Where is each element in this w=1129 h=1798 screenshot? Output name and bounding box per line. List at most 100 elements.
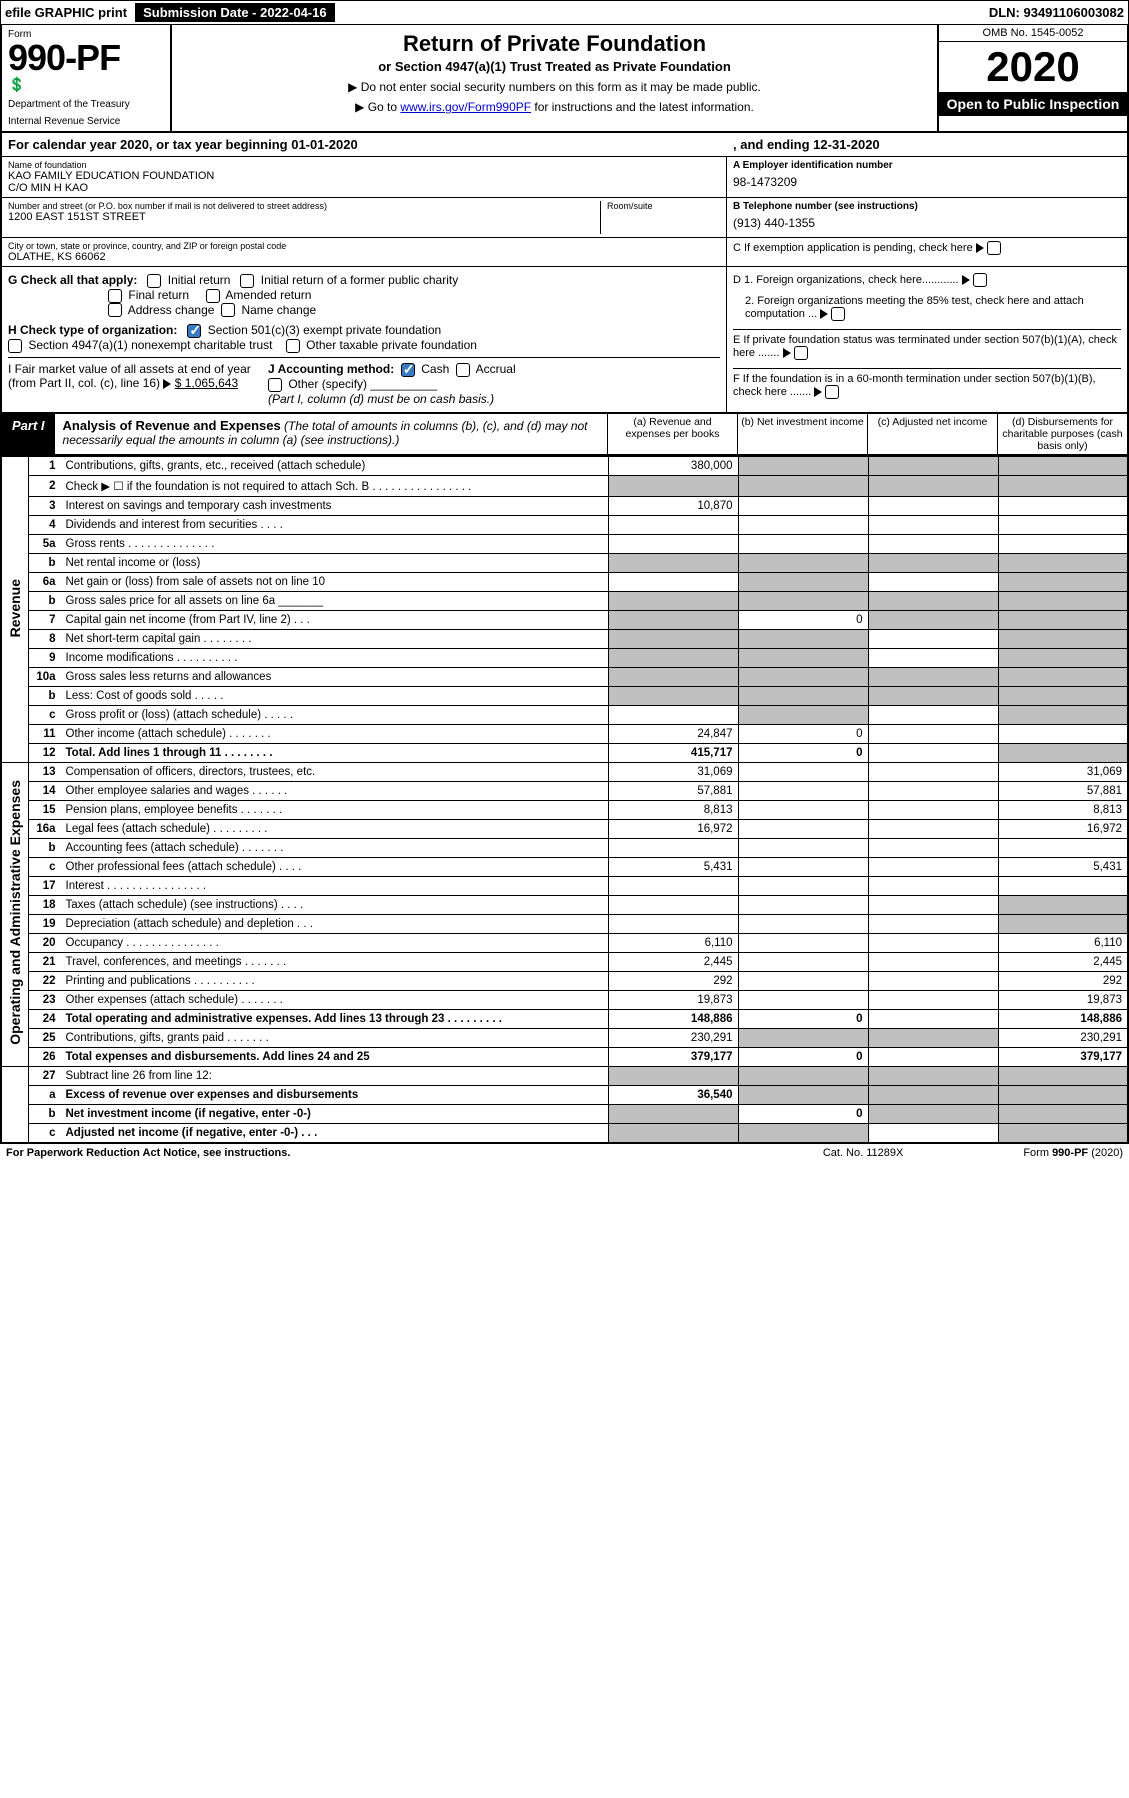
c-checkbox[interactable] — [987, 241, 1001, 255]
line-c-col-b — [738, 705, 868, 724]
line-18-col-b — [738, 895, 868, 914]
line-label: Compensation of officers, directors, tru… — [61, 762, 609, 781]
j-accrual-checkbox[interactable] — [456, 363, 470, 377]
line-number: 22 — [29, 971, 61, 990]
line-label: Net short-term capital gain . . . . . . … — [61, 629, 609, 648]
line-7-col-c — [868, 610, 998, 629]
j-label: J Accounting method: — [268, 362, 394, 376]
g-final-checkbox[interactable] — [108, 289, 122, 303]
footer-cat: Cat. No. 11289X — [823, 1147, 904, 1159]
line-label: Other income (attach schedule) . . . . .… — [61, 724, 609, 743]
line-27-col-c — [868, 1066, 998, 1085]
line-8-col-a — [608, 629, 738, 648]
h-other-checkbox[interactable] — [286, 339, 300, 353]
line-label: Other employee salaries and wages . . . … — [61, 781, 609, 800]
g-initial-former-checkbox[interactable] — [240, 274, 254, 288]
line-3-col-a: 10,870 — [608, 496, 738, 515]
ein-value: 98-1473209 — [733, 171, 1121, 193]
line-18-col-d — [998, 895, 1128, 914]
section-label: Operating and Administrative Expenses — [1, 762, 29, 1066]
line-26-col-d: 379,177 — [998, 1047, 1128, 1066]
line-number: 25 — [29, 1028, 61, 1047]
line-b-col-b: 0 — [738, 1104, 868, 1123]
d1-checkbox[interactable] — [973, 273, 987, 287]
h-4947-checkbox[interactable] — [8, 339, 22, 353]
g-initial-checkbox[interactable] — [147, 274, 161, 288]
page-footer: For Paperwork Reduction Act Notice, see … — [0, 1144, 1129, 1162]
line-number: c — [29, 1123, 61, 1143]
d2-checkbox[interactable] — [831, 307, 845, 321]
addr-block: Number and street (or P.O. box number if… — [2, 198, 727, 237]
col-a-header: (a) Revenue and expenses per books — [607, 414, 737, 454]
top-bar: efile GRAPHIC print Submission Date - 20… — [0, 0, 1129, 25]
part1-title: Analysis of Revenue and Expenses — [63, 418, 281, 433]
line-b-col-a — [608, 591, 738, 610]
line-label: Net investment income (if negative, ente… — [61, 1104, 609, 1123]
line-5a-col-a — [608, 534, 738, 553]
irs-link[interactable]: www.irs.gov/Form990PF — [400, 100, 531, 114]
line-label: Capital gain net income (from Part IV, l… — [61, 610, 609, 629]
checks-left: G Check all that apply: Initial return I… — [2, 267, 727, 412]
instr-post: for instructions and the latest informat… — [531, 100, 754, 114]
line-c-col-b — [738, 1123, 868, 1143]
tax-year: 2020 — [939, 42, 1127, 92]
e-checkbox[interactable] — [794, 346, 808, 360]
line-b-col-d — [998, 686, 1128, 705]
line-7-col-a — [608, 610, 738, 629]
form-id-block: Form 990-PF 💲 Department of the Treasury… — [2, 25, 172, 131]
line-16a-col-d: 16,972 — [998, 819, 1128, 838]
line-number: 12 — [29, 743, 61, 762]
line-a-col-d — [998, 1085, 1128, 1104]
line-16a-col-b — [738, 819, 868, 838]
calendar-end: , and ending 12-31-2020 — [727, 133, 1127, 156]
line-14-col-b — [738, 781, 868, 800]
g-amended-checkbox[interactable] — [206, 289, 220, 303]
line-13-col-d: 31,069 — [998, 762, 1128, 781]
line-15-col-a: 8,813 — [608, 800, 738, 819]
line-b-col-b — [738, 591, 868, 610]
line-6a-col-c — [868, 572, 998, 591]
j-other: Other (specify) — [288, 377, 367, 391]
line-number: 17 — [29, 876, 61, 895]
line-label: Printing and publications . . . . . . . … — [61, 971, 609, 990]
line-label: Pension plans, employee benefits . . . .… — [61, 800, 609, 819]
line-22-col-c — [868, 971, 998, 990]
line-24-col-c — [868, 1009, 998, 1028]
g-name-checkbox[interactable] — [221, 303, 235, 317]
g-address-checkbox[interactable] — [108, 303, 122, 317]
line-label: Excess of revenue over expenses and disb… — [61, 1085, 609, 1104]
h-4947: Section 4947(a)(1) nonexempt charitable … — [28, 338, 272, 352]
line-21-col-b — [738, 952, 868, 971]
line-23-col-a: 19,873 — [608, 990, 738, 1009]
h-other: Other taxable private foundation — [306, 338, 477, 352]
line-c-col-d: 5,431 — [998, 857, 1128, 876]
j-cash-checkbox[interactable] — [401, 363, 415, 377]
phone-value: (913) 440-1355 — [733, 212, 1121, 234]
line-26-col-c — [868, 1047, 998, 1066]
line-label: Contributions, gifts, grants, etc., rece… — [61, 456, 609, 475]
arrow-icon — [783, 348, 791, 358]
h-501c3-checkbox[interactable] — [187, 324, 201, 338]
section-label — [1, 1066, 29, 1143]
line-4-col-c — [868, 515, 998, 534]
part1-title-cell: Analysis of Revenue and Expenses (The to… — [55, 414, 607, 454]
line-label: Interest on savings and temporary cash i… — [61, 496, 609, 515]
line-label: Contributions, gifts, grants paid . . . … — [61, 1028, 609, 1047]
line-13-col-a: 31,069 — [608, 762, 738, 781]
foundation-name-block: Name of foundation KAO FAMILY EDUCATION … — [2, 157, 727, 197]
dln: DLN: 93491106003082 — [989, 5, 1124, 20]
line-17-col-c — [868, 876, 998, 895]
line-label: Total operating and administrative expen… — [61, 1009, 609, 1028]
line-26-col-a: 379,177 — [608, 1047, 738, 1066]
line-4-col-a — [608, 515, 738, 534]
line-12-col-b: 0 — [738, 743, 868, 762]
d1-label: D 1. Foreign organizations, check here..… — [733, 274, 959, 286]
f-checkbox[interactable] — [825, 385, 839, 399]
h-501c3: Section 501(c)(3) exempt private foundat… — [208, 323, 441, 337]
co-name: C/O MIN H KAO — [8, 182, 720, 194]
line-c-col-d — [998, 1123, 1128, 1143]
line-27-col-d — [998, 1066, 1128, 1085]
line-22-col-b — [738, 971, 868, 990]
j-other-checkbox[interactable] — [268, 378, 282, 392]
form-header: Form 990-PF 💲 Department of the Treasury… — [0, 25, 1129, 133]
